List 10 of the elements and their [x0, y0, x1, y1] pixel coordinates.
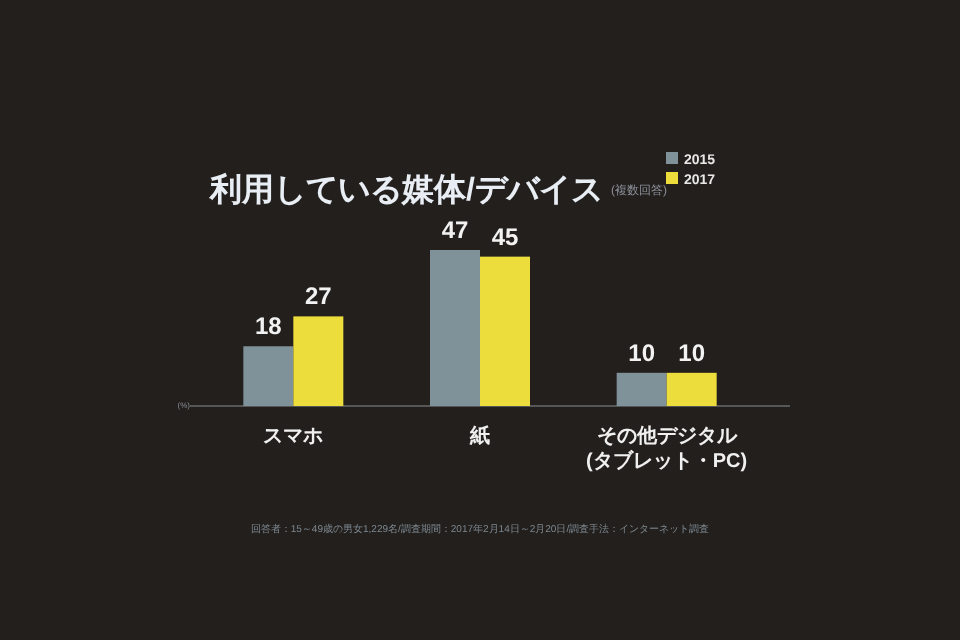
data-label: 10 [678, 338, 706, 367]
category: その他デジタル (タブレット・PC) [586, 426, 748, 473]
category: 紙 [470, 426, 490, 448]
title: 利用している媒体/デバイス [210, 174, 603, 208]
data-label: 18 [254, 312, 282, 341]
data-label: 27 [304, 282, 332, 311]
category: スマホ [263, 426, 324, 448]
data-label: 45 [491, 222, 519, 251]
data-label: 47 [441, 216, 469, 244]
data-label: 10 [628, 338, 656, 367]
